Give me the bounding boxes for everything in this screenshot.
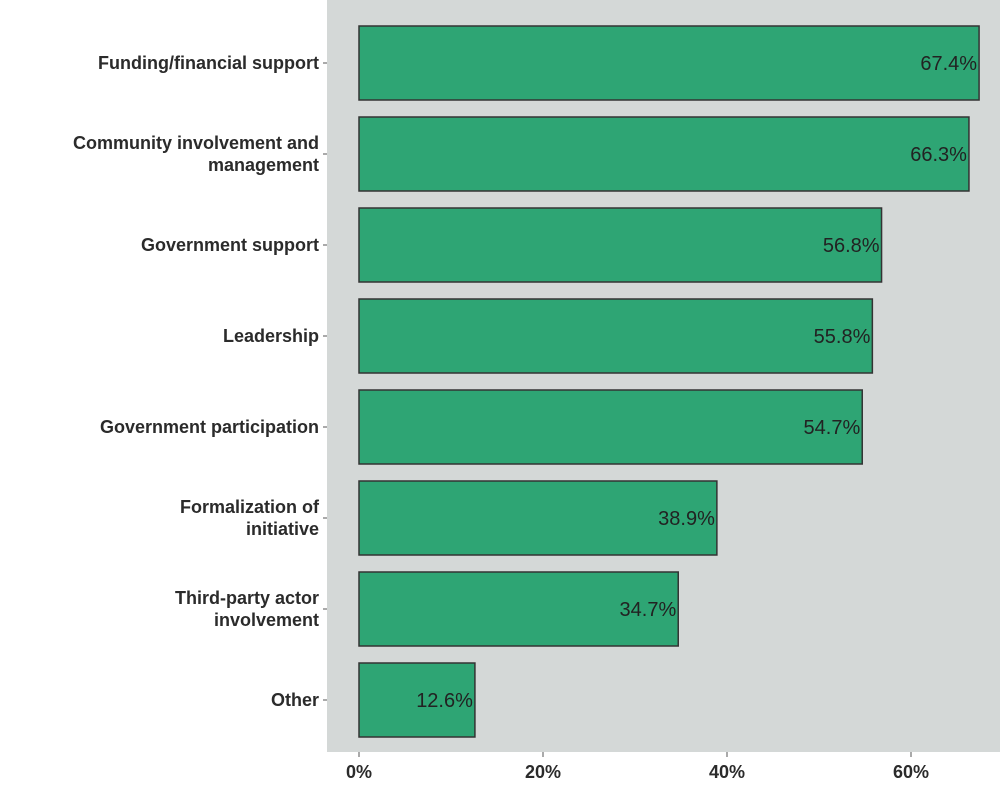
bar-value-label: 55.8% xyxy=(814,326,871,348)
bar-value-label: 54.7% xyxy=(804,417,861,439)
x-tick-label: 40% xyxy=(709,762,745,782)
category-label: Government support xyxy=(141,235,319,255)
category-label: Funding/financial support xyxy=(98,53,319,73)
bar xyxy=(358,116,970,192)
bar xyxy=(358,571,679,647)
bar xyxy=(358,298,874,374)
bar xyxy=(358,25,980,101)
bar xyxy=(358,480,718,556)
bar xyxy=(358,662,476,738)
bar-value-label: 66.3% xyxy=(910,144,967,166)
category-labels-group: Funding/financial support Community invol… xyxy=(73,53,327,710)
bar-value-label: 34.7% xyxy=(620,599,677,621)
bar-value-label: 67.4% xyxy=(920,53,977,75)
category-label: Leadership xyxy=(223,326,319,346)
bar-value-label: 56.8% xyxy=(823,235,880,257)
category-label: Formalization of xyxy=(180,497,320,517)
bar-value-label: 12.6% xyxy=(416,690,473,712)
category-label: involvement xyxy=(214,610,319,630)
category-label: Community involvement and xyxy=(73,133,319,153)
x-axis-ticks-group: 0% 20% 40% 60% xyxy=(346,752,929,782)
x-tick-label: 20% xyxy=(525,762,561,782)
bar xyxy=(358,389,863,465)
category-label: management xyxy=(208,155,319,175)
x-tick-label: 60% xyxy=(893,762,929,782)
bar xyxy=(358,207,883,283)
x-tick-label: 0% xyxy=(346,762,372,782)
category-label: Government participation xyxy=(100,417,319,437)
bar-value-label: 38.9% xyxy=(658,508,715,530)
category-label: Third-party actor xyxy=(175,588,319,608)
category-label: Other xyxy=(271,690,319,710)
bars-group: 67.4% 66.3% 56.8% 55.8% 54.7% 38.9% 34.7% 12.6% xyxy=(358,25,980,738)
category-label: initiative xyxy=(246,519,319,539)
